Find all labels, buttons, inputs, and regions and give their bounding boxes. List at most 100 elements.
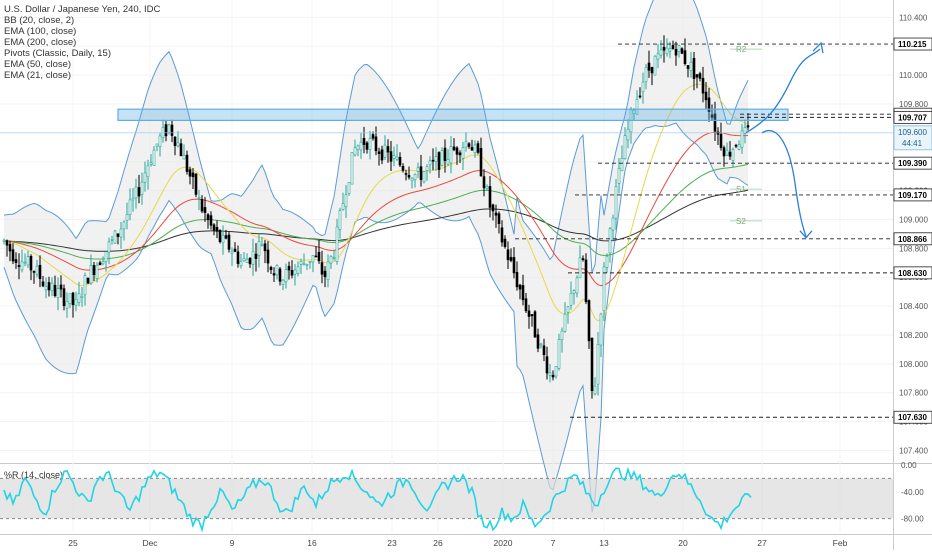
candle-body <box>362 138 366 145</box>
candle-body <box>428 160 432 166</box>
candle-body <box>317 251 321 262</box>
candle-body <box>374 136 378 152</box>
candle-body <box>80 295 84 298</box>
price-level-tag <box>893 266 932 280</box>
candle-body <box>176 142 180 147</box>
candle-body <box>602 266 606 312</box>
candle-body <box>110 239 114 241</box>
time-tick-label: 13 <box>599 538 609 548</box>
candle-body <box>728 151 732 157</box>
candle-body <box>410 177 414 182</box>
candle-body <box>62 288 66 307</box>
bearish-arrow-head <box>799 230 813 239</box>
osc-tick-label: -40.00 <box>901 488 924 497</box>
pivot-label: S1 <box>736 185 746 194</box>
candle-body <box>644 66 648 83</box>
candle-body <box>371 134 375 139</box>
bullish-arrow-path <box>745 48 821 134</box>
candle-body <box>236 251 240 264</box>
candle-body <box>542 345 546 356</box>
osc-tick-label: 0.00 <box>901 461 917 470</box>
candle-body <box>560 330 564 341</box>
candle-body <box>116 233 120 237</box>
candle-body <box>209 215 213 226</box>
candle-body <box>689 62 693 71</box>
pivot-label: S2 <box>736 217 746 226</box>
legend-ema100: EMA (100, close) <box>4 26 77 37</box>
candle-body <box>365 142 369 150</box>
price-tick-label: 107.400 <box>899 446 928 455</box>
candle-body <box>389 151 393 162</box>
candle-body <box>89 265 93 284</box>
candle-body <box>677 45 681 52</box>
candle-body <box>155 143 159 147</box>
candle-body <box>482 176 486 189</box>
price-level-tag <box>893 232 932 246</box>
candle-body <box>65 301 69 309</box>
legend-ema200: EMA (200, close) <box>4 37 77 48</box>
candle-body <box>506 249 510 261</box>
candle-body <box>335 226 339 262</box>
candle-body <box>422 171 426 183</box>
candle-body <box>203 207 207 214</box>
candle-body <box>293 269 297 275</box>
candle-body <box>632 109 636 114</box>
candle-body <box>419 166 423 181</box>
candle-body <box>443 147 447 161</box>
candle-body <box>248 257 252 265</box>
candle-body <box>224 235 228 239</box>
candle-body <box>683 50 687 64</box>
candle-body <box>458 152 462 156</box>
candle-body <box>326 261 330 280</box>
candle-body <box>680 48 684 54</box>
candle-body <box>461 147 465 159</box>
candle-body <box>74 299 78 306</box>
resistance-zone <box>117 108 789 121</box>
candle-body <box>299 260 303 265</box>
candle-body <box>497 213 501 224</box>
candle-body <box>587 300 591 342</box>
candle-body <box>500 227 504 243</box>
price-tick-label: 109.000 <box>899 215 928 224</box>
candle-body <box>425 166 429 171</box>
candle-body <box>584 259 588 303</box>
candle-body <box>551 374 555 378</box>
chart-title: U.S. Dollar / Japanese Yen, 240, IDC <box>4 4 161 15</box>
current-price-label: 109.600 <box>898 128 927 137</box>
candle-body <box>440 150 444 166</box>
candle-body <box>590 337 594 392</box>
candle-body <box>125 214 129 221</box>
candle-body <box>653 55 657 76</box>
candle-body <box>548 372 552 376</box>
candle-body <box>686 65 690 69</box>
candle-body <box>674 49 678 56</box>
candle-body <box>596 344 600 385</box>
candle-body <box>245 258 249 263</box>
price-level-label: 109.707 <box>898 113 927 122</box>
candle-body <box>431 159 435 162</box>
candle-body <box>113 230 117 244</box>
candle-body <box>701 77 705 94</box>
candle-body <box>35 265 39 275</box>
price-tick-label: 109.800 <box>899 100 928 109</box>
candle-body <box>617 168 621 184</box>
candle-body <box>146 165 150 178</box>
candle-body <box>488 186 492 208</box>
legend-ema21: EMA (21, close) <box>4 70 72 81</box>
candle-body <box>599 313 603 346</box>
time-tick-label: 16 <box>307 538 317 548</box>
candle-body <box>134 186 138 199</box>
candle-body <box>95 264 99 279</box>
candle-body <box>173 136 177 146</box>
candle-body <box>641 81 645 93</box>
price-tick-label: 110.000 <box>899 71 928 80</box>
candle-body <box>476 143 480 153</box>
candle-body <box>197 197 201 199</box>
candle-body <box>20 261 24 271</box>
candle-body <box>656 53 660 60</box>
candle-body <box>86 278 90 284</box>
candle-body <box>404 173 408 175</box>
candle-body <box>575 277 579 294</box>
candle-body <box>164 124 168 137</box>
